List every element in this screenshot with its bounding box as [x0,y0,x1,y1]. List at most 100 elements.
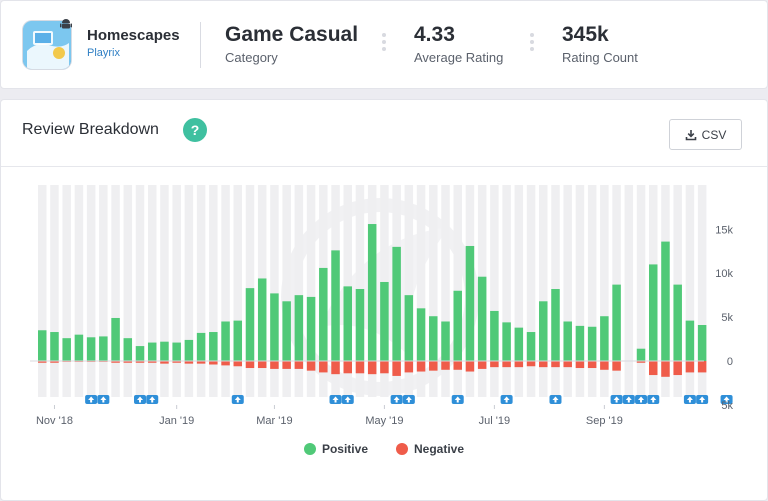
week-stripe [282,185,291,397]
positive-bar [441,321,450,361]
stat-separator [382,33,386,53]
positive-bar [490,310,499,361]
positive-bar [649,264,658,361]
positive-bar [282,301,291,361]
update-marker-icon [647,395,660,404]
week-stripe [416,185,426,397]
update-marker-icon [635,395,648,404]
section-title: Review Breakdown [22,121,159,138]
negative-bar [233,361,243,367]
update-marker-icon [329,395,342,404]
update-marker-icon [390,395,403,404]
legend-item-positive[interactable]: Positive [303,442,368,456]
negative-bar [453,361,462,370]
positive-bar [612,284,621,361]
positive-bar [661,241,670,361]
positive-bar [62,338,71,361]
negative-bar [673,361,682,376]
week-stripe [86,185,96,397]
week-stripe [539,185,548,397]
stat-separator [530,33,534,53]
developer-link[interactable]: Playrix [87,47,121,59]
positive-bar [123,338,133,361]
positive-bar [453,290,462,361]
negative-bar [294,361,304,369]
help-icon[interactable]: ? [183,118,207,142]
negative-bar [135,361,145,363]
negative-bar [270,361,279,369]
update-marker-icon [341,395,354,404]
x-tick-label: Jan '19 [159,415,194,427]
week-stripe [697,185,707,397]
week-stripe [624,185,634,397]
average-rating-label: Average Rating [414,50,504,65]
positive-bar [209,332,218,361]
update-marker-icon [97,395,110,404]
update-marker-icon [720,395,733,404]
negative-bar [221,361,230,366]
update-marker-icon [451,395,464,404]
x-tick-label: Sep '19 [586,415,623,427]
negative-bar [209,361,218,365]
rating-count-label: Rating Count [562,50,638,65]
positive-bar [50,332,59,361]
positive-bar [306,296,316,361]
positive-bar [477,276,487,361]
x-tick-label: Jul '19 [479,415,510,427]
positive-bar [575,325,585,361]
positive-bar [343,286,352,361]
positive-bar [404,295,414,361]
negative-bar [343,361,352,374]
positive-bar [172,342,181,361]
negative-bar [196,361,206,364]
negative-bar [563,361,572,368]
negative-bar [661,361,670,377]
rating-count-value: 345k [562,23,609,46]
week-stripe [270,185,279,397]
negative-bar [477,361,487,369]
negative-bar [245,361,255,369]
category-value: Game Casual [225,23,359,46]
app-name[interactable]: Homescapes [87,27,180,44]
positive-bar [380,281,389,361]
negative-bar [392,361,401,376]
negative-bar [38,361,47,363]
negative-bar [587,361,597,369]
positive-bar [416,308,426,361]
update-marker-icon [683,395,696,404]
negative-bar [404,361,414,373]
legend-label-negative: Negative [414,442,465,456]
week-stripe [172,185,181,397]
positive-bar [184,339,194,361]
positive-bar [196,332,206,361]
y-tick-label: 0 [727,356,733,368]
week-stripe [575,185,585,397]
update-marker-icon [134,395,147,404]
legend-item-negative[interactable]: Negative [396,442,464,456]
download-icon [685,129,696,140]
positive-bar [355,289,365,361]
negative-bar [649,361,658,376]
week-stripe [62,185,71,397]
negative-bar [551,361,560,368]
negative-bar [50,361,59,363]
negative-bar [697,361,707,373]
week-stripe [587,185,597,397]
positive-bar [319,267,328,361]
update-marker-icon [402,395,415,404]
negative-bar [257,361,267,369]
week-stripe [111,185,120,397]
positive-bar [245,288,255,361]
app-summary-card: Homescapes Playrix Game Casual Category … [0,0,768,89]
week-stripe [196,185,206,397]
negative-bar [306,361,316,371]
positive-bar [587,326,597,361]
legend-swatch-negative [396,443,408,455]
y-tick-label: 15k [715,224,733,236]
positive-bar [86,337,96,361]
negative-bar [441,361,450,370]
csv-export-button[interactable]: CSV [669,119,742,150]
positive-bar [514,327,524,361]
header-divider [200,22,201,68]
week-stripe [502,185,511,397]
